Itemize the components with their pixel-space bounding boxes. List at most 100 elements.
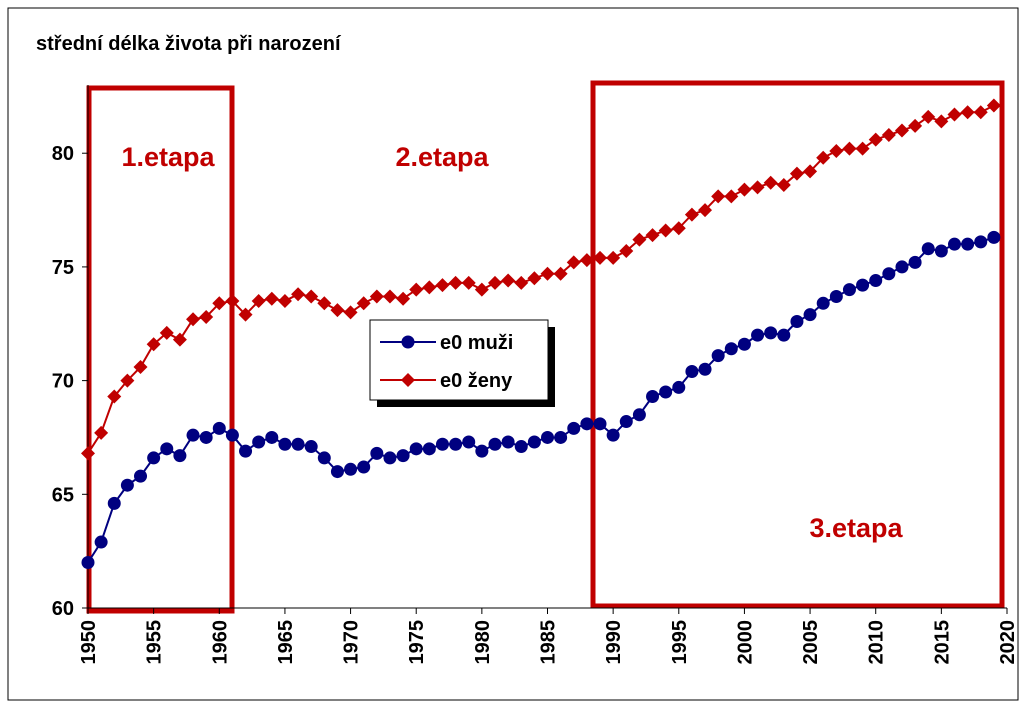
point bbox=[645, 228, 660, 243]
point bbox=[238, 307, 253, 322]
point bbox=[225, 294, 240, 309]
point bbox=[593, 250, 608, 265]
point bbox=[908, 255, 922, 269]
point bbox=[475, 444, 489, 458]
point bbox=[501, 435, 515, 449]
point bbox=[908, 118, 923, 133]
point bbox=[606, 250, 621, 265]
point bbox=[304, 440, 318, 454]
series-points bbox=[81, 230, 1001, 570]
point bbox=[291, 437, 305, 451]
point bbox=[370, 446, 384, 460]
point bbox=[724, 342, 738, 356]
point bbox=[987, 230, 1001, 244]
point bbox=[659, 385, 673, 399]
point bbox=[671, 221, 686, 236]
point bbox=[803, 308, 817, 322]
point bbox=[291, 287, 306, 302]
point bbox=[199, 309, 214, 324]
point bbox=[553, 266, 568, 281]
point bbox=[764, 326, 778, 340]
point bbox=[593, 417, 607, 431]
x-tick-label: 1950 bbox=[78, 620, 100, 665]
point bbox=[869, 274, 883, 288]
annotation: 2.etapa bbox=[395, 142, 489, 172]
point bbox=[449, 437, 463, 451]
x-tick-label: 1985 bbox=[538, 620, 560, 665]
point bbox=[173, 449, 187, 463]
point bbox=[382, 289, 397, 304]
y-tick-label: 80 bbox=[52, 143, 74, 165]
x-tick-label: 2005 bbox=[800, 620, 822, 665]
point bbox=[947, 237, 961, 251]
point bbox=[265, 430, 279, 444]
point bbox=[646, 390, 660, 404]
point bbox=[356, 296, 371, 311]
legend: e0 muži e0 ženy bbox=[369, 319, 555, 407]
stage-box bbox=[590, 80, 1005, 609]
point bbox=[632, 232, 647, 247]
point bbox=[252, 435, 266, 449]
point bbox=[658, 223, 673, 238]
series-line bbox=[87, 104, 995, 454]
point bbox=[934, 114, 949, 129]
point bbox=[567, 421, 581, 435]
point bbox=[396, 291, 411, 306]
point bbox=[737, 337, 751, 351]
point bbox=[422, 442, 436, 456]
point bbox=[396, 449, 410, 463]
x-tick-label: 1980 bbox=[472, 620, 494, 665]
point bbox=[684, 207, 699, 222]
point bbox=[344, 462, 358, 476]
point bbox=[251, 294, 266, 309]
x-tick-label: 1995 bbox=[669, 620, 691, 665]
point bbox=[842, 283, 856, 297]
point bbox=[186, 312, 201, 327]
point bbox=[606, 428, 620, 442]
point bbox=[894, 123, 909, 138]
point bbox=[882, 267, 896, 281]
y-tick-label: 70 bbox=[52, 371, 74, 393]
point bbox=[239, 444, 253, 458]
point bbox=[842, 141, 857, 156]
x-tick-label: 1965 bbox=[275, 620, 297, 665]
point bbox=[698, 362, 712, 376]
point bbox=[737, 182, 752, 197]
point bbox=[199, 430, 213, 444]
point bbox=[514, 440, 528, 454]
point bbox=[277, 294, 292, 309]
legend-box bbox=[369, 319, 549, 401]
point bbox=[422, 280, 437, 295]
point bbox=[619, 415, 633, 429]
stage-box bbox=[86, 85, 235, 614]
point bbox=[357, 460, 371, 474]
point bbox=[579, 253, 594, 268]
point bbox=[698, 203, 713, 218]
y-tick-label: 65 bbox=[52, 484, 74, 506]
point bbox=[369, 289, 384, 304]
point bbox=[409, 282, 424, 297]
point bbox=[212, 421, 226, 435]
point bbox=[474, 282, 489, 297]
point bbox=[934, 244, 948, 258]
point bbox=[961, 237, 975, 251]
point bbox=[435, 437, 449, 451]
point bbox=[120, 478, 134, 492]
point bbox=[632, 408, 646, 422]
point bbox=[881, 128, 896, 143]
point bbox=[921, 242, 935, 256]
point bbox=[855, 141, 870, 156]
point bbox=[580, 417, 594, 431]
point bbox=[487, 275, 502, 290]
point bbox=[462, 435, 476, 449]
point bbox=[816, 296, 830, 310]
point bbox=[619, 243, 634, 258]
annotation: 1.etapa bbox=[121, 142, 215, 172]
point bbox=[317, 451, 331, 465]
x-tick-label: 2015 bbox=[931, 620, 953, 665]
point bbox=[856, 278, 870, 292]
point bbox=[264, 291, 279, 306]
point bbox=[134, 469, 148, 483]
y-tick-label: 75 bbox=[52, 257, 74, 279]
legend-label: e0 muži bbox=[440, 332, 513, 354]
